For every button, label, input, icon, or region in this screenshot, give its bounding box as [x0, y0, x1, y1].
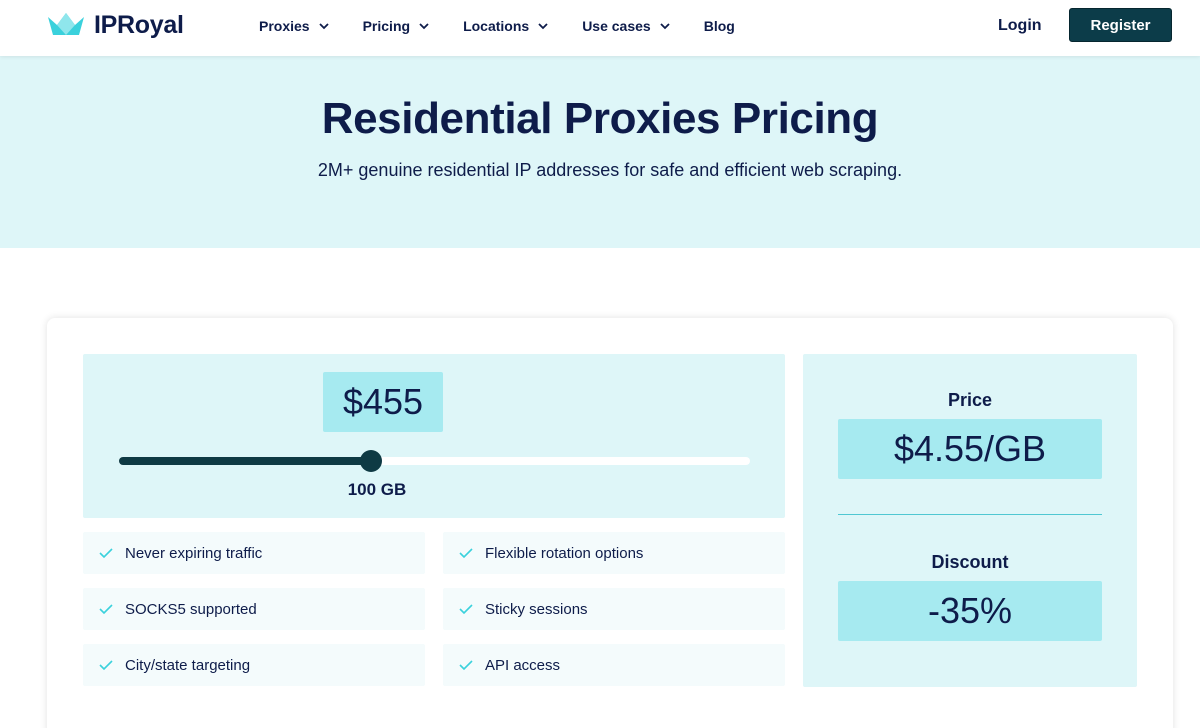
main-nav: Proxies Pricing Locations Use cases Blog — [259, 0, 735, 52]
check-icon — [459, 660, 473, 671]
nav-proxies[interactable]: Proxies — [259, 18, 330, 34]
page-title: Residential Proxies Pricing — [321, 94, 879, 143]
pricing-card: $455 100 GB Never expiring traffic Flexi… — [47, 318, 1173, 728]
check-icon — [99, 660, 113, 671]
list-item: Sticky sessions — [443, 588, 785, 630]
feature-label: Flexible rotation options — [485, 544, 644, 562]
page-subtitle: 2M+ genuine residential IP addresses for… — [317, 160, 903, 180]
feature-label: City/state targeting — [125, 656, 251, 674]
nav-pricing[interactable]: Pricing — [363, 18, 430, 34]
chevron-down-icon — [660, 23, 670, 30]
nav-locations[interactable]: Locations — [463, 18, 549, 34]
feature-label: SOCKS5 supported — [125, 600, 257, 618]
price-per-gb: $4.55/GB — [838, 419, 1102, 479]
list-item: Never expiring traffic — [83, 532, 425, 574]
crown-icon — [48, 13, 84, 35]
nav-blog[interactable]: Blog — [704, 18, 735, 34]
check-icon — [459, 548, 473, 559]
nav-use-cases[interactable]: Use cases — [582, 18, 671, 34]
brand-name: IPRoyal — [94, 10, 184, 39]
traffic-amount: 100 GB — [347, 480, 407, 499]
feature-label: Never expiring traffic — [125, 544, 263, 562]
feature-label: API access — [485, 656, 561, 674]
logo[interactable]: IPRoyal — [48, 10, 184, 40]
price-summary: Price $4.55/GB Discount -35% — [803, 354, 1137, 687]
list-item: SOCKS5 supported — [83, 588, 425, 630]
traffic-slider[interactable] — [119, 450, 750, 472]
register-button[interactable]: Register — [1069, 8, 1172, 42]
list-item: API access — [443, 644, 785, 686]
site-header: IPRoyal Proxies Pricing Locations Use ca… — [0, 0, 1200, 56]
nav-label: Locations — [463, 18, 530, 34]
slider-fill — [119, 457, 371, 465]
feature-label: Sticky sessions — [485, 600, 588, 618]
hero-section: Residential Proxies Pricing 2M+ genuine … — [0, 56, 1200, 248]
feature-list: Never expiring traffic Flexible rotation… — [83, 532, 785, 686]
slider-thumb[interactable] — [360, 450, 382, 472]
chevron-down-icon — [318, 23, 329, 30]
nav-label: Proxies — [259, 18, 310, 34]
check-icon — [99, 604, 113, 615]
nav-label: Use cases — [582, 18, 651, 34]
check-icon — [99, 548, 113, 559]
discount-label: Discount — [931, 552, 1009, 572]
chevron-down-icon — [419, 23, 429, 30]
nav-label: Blog — [703, 18, 735, 34]
divider — [838, 514, 1102, 515]
traffic-calculator: $455 100 GB — [83, 354, 785, 518]
chevron-down-icon — [538, 23, 548, 30]
total-price: $455 — [323, 372, 443, 432]
price-label: Price — [947, 390, 993, 410]
discount-value: -35% — [838, 581, 1102, 641]
check-icon — [459, 604, 473, 615]
list-item: Flexible rotation options — [443, 532, 785, 574]
login-link[interactable]: Login — [998, 17, 1042, 34]
nav-label: Pricing — [362, 18, 411, 34]
list-item: City/state targeting — [83, 644, 425, 686]
